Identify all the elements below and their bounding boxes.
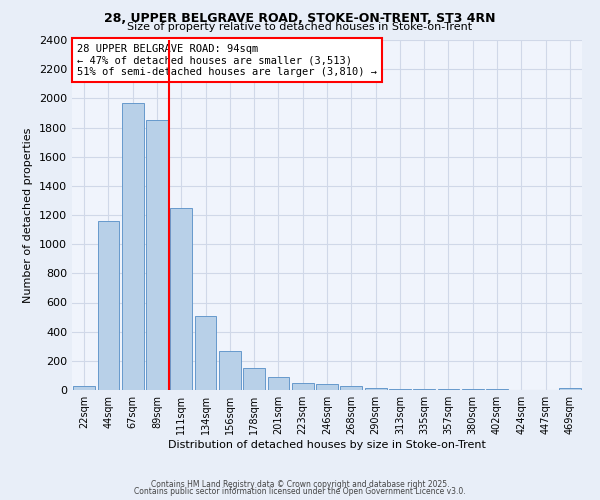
Text: Contains public sector information licensed under the Open Government Licence v3: Contains public sector information licen… xyxy=(134,487,466,496)
Bar xyxy=(292,382,314,390)
Bar xyxy=(559,388,581,390)
Text: Contains HM Land Registry data © Crown copyright and database right 2025.: Contains HM Land Registry data © Crown c… xyxy=(151,480,449,489)
Bar xyxy=(97,221,119,390)
Bar xyxy=(340,386,362,390)
Bar xyxy=(170,208,192,390)
Bar xyxy=(146,120,168,390)
Bar xyxy=(243,368,265,390)
Text: 28, UPPER BELGRAVE ROAD, STOKE-ON-TRENT, ST3 4RN: 28, UPPER BELGRAVE ROAD, STOKE-ON-TRENT,… xyxy=(104,12,496,26)
Y-axis label: Number of detached properties: Number of detached properties xyxy=(23,128,34,302)
Bar xyxy=(389,388,411,390)
Bar xyxy=(365,388,386,390)
Bar xyxy=(73,386,95,390)
Text: 28 UPPER BELGRAVE ROAD: 94sqm
← 47% of detached houses are smaller (3,513)
51% o: 28 UPPER BELGRAVE ROAD: 94sqm ← 47% of d… xyxy=(77,44,377,76)
Bar xyxy=(316,384,338,390)
Bar xyxy=(268,377,289,390)
Bar xyxy=(122,102,143,390)
Text: Size of property relative to detached houses in Stoke-on-Trent: Size of property relative to detached ho… xyxy=(127,22,473,32)
Bar xyxy=(219,350,241,390)
X-axis label: Distribution of detached houses by size in Stoke-on-Trent: Distribution of detached houses by size … xyxy=(168,440,486,450)
Bar xyxy=(194,316,217,390)
